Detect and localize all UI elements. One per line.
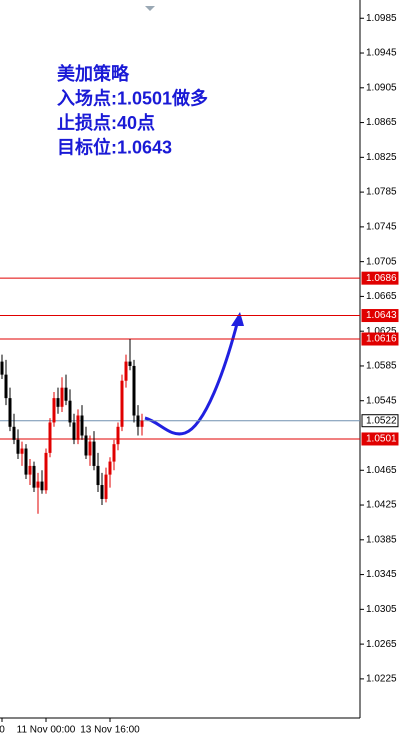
y-tick-label: 1.0945 — [366, 48, 397, 59]
level-tag — [361, 332, 399, 346]
level-label: 1.0616 — [366, 334, 397, 345]
level-tag — [361, 432, 399, 446]
candle-body — [52, 398, 56, 423]
y-tick-label: 1.0865 — [366, 117, 397, 128]
candle-body — [76, 415, 80, 440]
y-tick-label: 1.0985 — [366, 13, 397, 24]
y-tick-label: 1.0745 — [366, 222, 397, 233]
y-tick-label: 1.0625 — [366, 326, 397, 337]
level-label: 1.0522 — [366, 415, 397, 426]
annotation: 止损点:40点 — [57, 112, 155, 133]
candle-body — [24, 448, 28, 475]
y-tick-label: 1.0785 — [366, 187, 397, 198]
candle-body — [80, 415, 84, 436]
candle-body — [8, 398, 12, 427]
candle-body — [32, 465, 36, 488]
candle-body — [84, 435, 88, 456]
y-tick-label: 1.0305 — [366, 604, 397, 615]
y-tick-label: 1.0585 — [366, 361, 397, 372]
scroll-marker — [145, 6, 155, 11]
candle-body — [112, 444, 116, 462]
annotation: 目标位:1.0643 — [57, 136, 172, 157]
candle-body — [68, 400, 72, 423]
y-tick-label: 1.0385 — [366, 534, 397, 545]
y-tick-label: 1.0905 — [366, 82, 397, 93]
candle-body — [120, 380, 124, 427]
candle-body — [4, 374, 8, 399]
y-tick-label: 1.0265 — [366, 639, 397, 650]
y-tick-label: 1.0465 — [366, 465, 397, 476]
candle-body — [64, 387, 68, 401]
y-tick-label: 1.0705 — [366, 256, 397, 267]
candle-body — [40, 481, 44, 491]
arrow — [144, 319, 240, 436]
x-tick-label: 0 — [0, 725, 5, 736]
candle-body — [124, 361, 128, 381]
candle-body — [12, 426, 16, 440]
level-tag — [361, 271, 399, 285]
candle-body — [104, 474, 108, 499]
y-tick-label: 1.0825 — [366, 152, 397, 163]
candle-body — [48, 422, 52, 453]
candle-body — [0, 361, 4, 375]
candle-body — [60, 387, 64, 407]
candle-body — [36, 481, 40, 488]
candle-body — [56, 398, 60, 407]
candle-body — [20, 448, 24, 454]
level-label: 1.0686 — [366, 273, 397, 284]
candle-body — [132, 365, 136, 416]
level-tag — [361, 414, 399, 428]
candle-body — [96, 465, 100, 486]
candle-body — [44, 452, 48, 491]
y-tick-label: 1.0345 — [366, 569, 397, 580]
candle-body — [108, 461, 112, 475]
candle-body — [100, 485, 104, 499]
level-label: 1.0501 — [366, 434, 397, 445]
annotation: 美加策略 — [57, 63, 130, 84]
y-tick-label: 1.0225 — [366, 674, 397, 685]
annotation: 入场点:1.0501做多 — [57, 87, 208, 108]
arrow-head — [231, 312, 244, 326]
candle-body — [128, 361, 132, 366]
x-tick-label: 11 Nov 00:00 — [17, 725, 76, 736]
candle-body — [72, 422, 76, 440]
candle-body — [92, 441, 96, 466]
candle-body — [28, 465, 32, 475]
x-tick-label: 13 Nov 16:00 — [80, 725, 140, 736]
y-tick-label: 1.0545 — [366, 395, 397, 406]
candle-body — [116, 426, 120, 445]
candle-body — [140, 420, 144, 427]
y-tick-label: 1.0425 — [366, 500, 397, 511]
candle-body — [88, 441, 92, 456]
level-tag — [361, 309, 399, 323]
candle-body — [16, 439, 20, 454]
y-tick-label: 1.0665 — [366, 291, 397, 302]
candle-body — [136, 415, 140, 427]
level-label: 1.0643 — [366, 310, 397, 321]
